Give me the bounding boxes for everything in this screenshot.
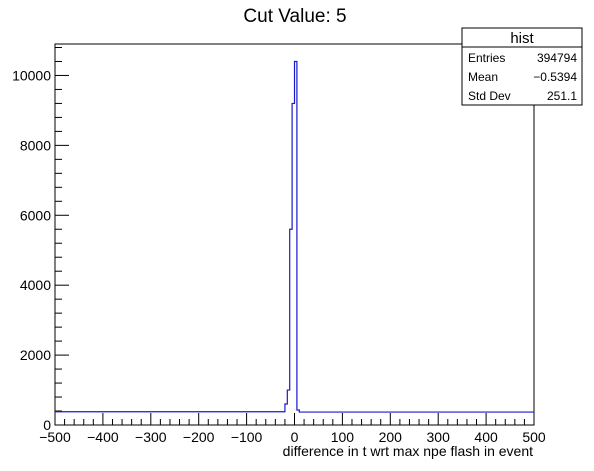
- y-tick-label: 4000: [20, 277, 51, 293]
- stats-value-stddev: 251.1: [547, 89, 577, 103]
- stats-label-stddev: Std Dev: [468, 89, 511, 103]
- x-tick-label: −200: [183, 429, 215, 445]
- tick-labels: −500 −400 −300 −200 −100 0 100 200 300 400 500 0 200…: [12, 67, 546, 445]
- x-tick-label: 0: [291, 429, 299, 445]
- y-tick-label: 2000: [20, 347, 51, 363]
- x-tick-label: 100: [331, 429, 355, 445]
- y-tick-label: 0: [43, 417, 51, 433]
- stats-label-mean: Mean: [468, 70, 498, 84]
- x-tick-label: −500: [39, 429, 71, 445]
- x-tick-label: −400: [87, 429, 119, 445]
- stats-label-entries: Entries: [468, 51, 505, 65]
- x-tick-label: −300: [135, 429, 167, 445]
- stats-box-title: hist: [510, 30, 534, 47]
- x-tick-label: 400: [474, 429, 498, 445]
- axis-ticks: [54, 46, 535, 426]
- x-axis-title: difference in t wrt max npe flash in eve…: [283, 443, 533, 459]
- y-tick-label: 6000: [20, 207, 51, 223]
- y-tick-label: 10000: [12, 67, 51, 83]
- stats-box-frame: [461, 27, 583, 106]
- histogram-line: [55, 60, 534, 413]
- x-tick-label: 300: [427, 429, 451, 445]
- x-tick-label: 200: [379, 429, 403, 445]
- stats-value-mean: −0.5394: [533, 70, 577, 84]
- chart-title: Cut Value: 5: [243, 6, 346, 27]
- stats-box: hist Entries 394794 Mean −0.5394 Std Dev…: [461, 27, 583, 106]
- x-tick-label: 500: [522, 429, 546, 445]
- stats-value-entries: 394794: [537, 51, 577, 65]
- x-tick-label: −100: [231, 429, 263, 445]
- y-tick-label: 8000: [20, 137, 51, 153]
